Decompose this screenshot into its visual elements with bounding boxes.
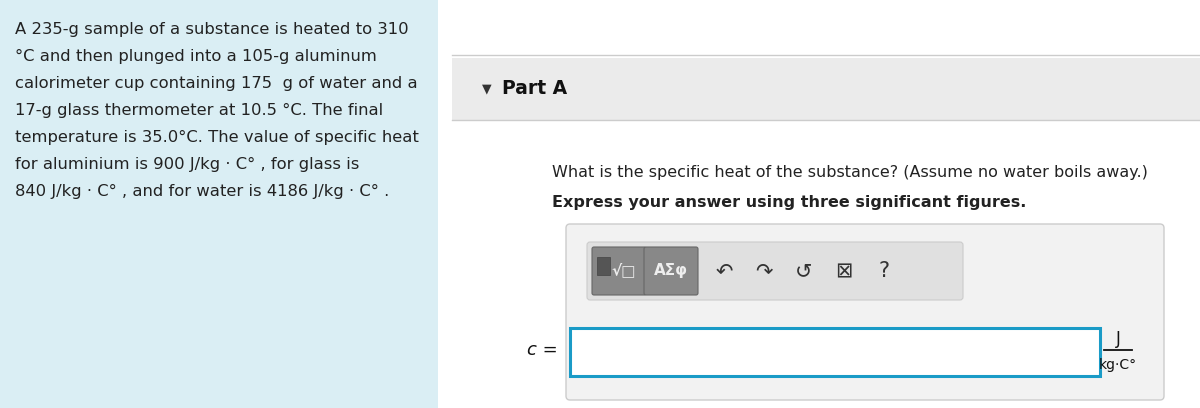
Text: ⊠: ⊠ <box>835 261 853 281</box>
FancyBboxPatch shape <box>592 247 646 295</box>
Text: ▼: ▼ <box>482 82 492 95</box>
Text: kg·C°: kg·C° <box>1099 358 1138 372</box>
Text: A 235-g sample of a substance is heated to 310: A 235-g sample of a substance is heated … <box>14 22 409 37</box>
Text: 840 J/kg · C° , and for water is 4186 J/kg · C° .: 840 J/kg · C° , and for water is 4186 J/… <box>14 184 389 199</box>
Text: for aluminium is 900 J/kg · C° , for glass is: for aluminium is 900 J/kg · C° , for gla… <box>14 157 359 172</box>
Text: c =: c = <box>527 341 558 359</box>
Text: ↶: ↶ <box>715 261 733 281</box>
Text: ↺: ↺ <box>796 261 812 281</box>
FancyBboxPatch shape <box>587 242 964 300</box>
Text: °C and then plunged into a 105-g aluminum: °C and then plunged into a 105-g aluminu… <box>14 49 377 64</box>
Bar <box>452 58 1200 120</box>
FancyBboxPatch shape <box>566 224 1164 400</box>
Bar <box>0 0 438 408</box>
FancyBboxPatch shape <box>644 247 698 295</box>
Text: √□: √□ <box>612 264 636 279</box>
Text: Part A: Part A <box>502 80 568 98</box>
Text: ?: ? <box>878 261 889 281</box>
Bar <box>598 257 610 275</box>
Text: ↷: ↷ <box>755 261 773 281</box>
Text: What is the specific heat of the substance? (Assume no water boils away.): What is the specific heat of the substan… <box>552 165 1148 180</box>
Text: temperature is 35.0°C. The value of specific heat: temperature is 35.0°C. The value of spec… <box>14 130 419 145</box>
Text: J: J <box>1116 330 1121 348</box>
Text: AΣφ: AΣφ <box>654 264 688 279</box>
Text: calorimeter cup containing 175  g of water and a: calorimeter cup containing 175 g of wate… <box>14 76 418 91</box>
Text: 17-g glass thermometer at 10.5 °C. The final: 17-g glass thermometer at 10.5 °C. The f… <box>14 103 383 118</box>
Text: Express your answer using three significant figures.: Express your answer using three signific… <box>552 195 1026 210</box>
Bar <box>570 328 1100 376</box>
